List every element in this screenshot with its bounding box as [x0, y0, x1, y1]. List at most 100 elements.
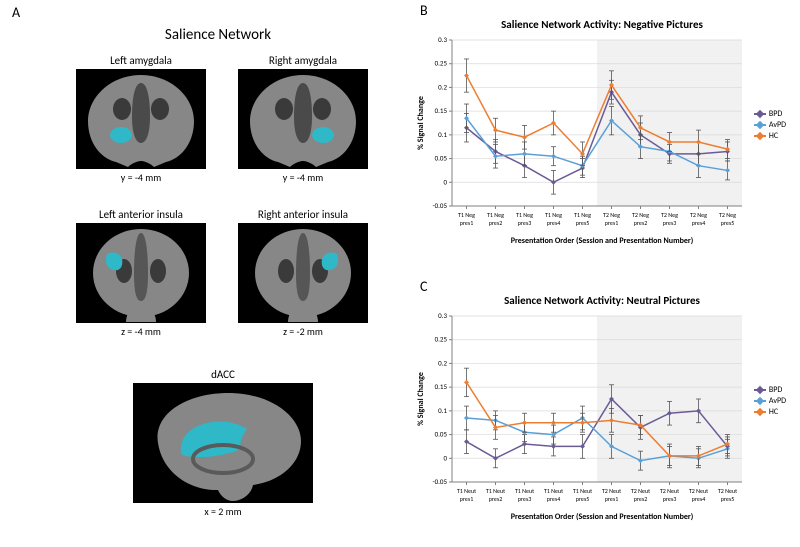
svg-text:T1 Neg: T1 Neg — [487, 211, 504, 219]
svg-text:T1 Neut: T1 Neut — [544, 487, 563, 495]
svg-text:pres4: pres4 — [547, 495, 561, 503]
svg-text:0.05: 0.05 — [435, 430, 448, 439]
legend-item: AvPD — [754, 120, 786, 130]
legend-label: AvPD — [769, 396, 786, 406]
legend-item: AvPD — [754, 396, 786, 406]
svg-text:T1 Neg: T1 Neg — [516, 211, 533, 219]
chart-title: Salience Network Activity: Negative Pict… — [418, 18, 786, 31]
svg-text:0: 0 — [443, 453, 447, 462]
svg-text:pres4: pres4 — [547, 219, 561, 227]
panel-label-c: C — [420, 278, 427, 295]
region-label: Right anterior insula — [228, 208, 378, 221]
legend-swatch — [754, 389, 766, 391]
chart-title: Salience Network Activity: Neutral Pictu… — [418, 294, 786, 307]
svg-text:pres2: pres2 — [489, 495, 503, 503]
brain-left-insula: Left anterior insula z = -4 mm — [66, 208, 216, 338]
coord-label: x = 2 mm — [128, 505, 318, 518]
chart-svg: -0.0500.050.10.150.20.250.3T1 Negpres1T1… — [418, 34, 748, 244]
svg-text:0.3: 0.3 — [438, 311, 447, 320]
legend-item: BPD — [754, 385, 786, 395]
brain-right-insula: Right anterior insula z = -2 mm — [228, 208, 378, 338]
svg-text:0.3: 0.3 — [438, 35, 447, 44]
svg-text:0.25: 0.25 — [435, 59, 448, 68]
svg-text:pres3: pres3 — [663, 219, 677, 227]
svg-text:pres1: pres1 — [605, 219, 619, 227]
svg-text:0.05: 0.05 — [435, 154, 448, 163]
svg-text:pres3: pres3 — [663, 495, 677, 503]
legend-label: HC — [769, 407, 778, 417]
svg-text:T2 Neut: T2 Neut — [660, 487, 679, 495]
brain-axial-svg — [76, 223, 206, 323]
chart-negative: Salience Network Activity: Negative Pict… — [418, 18, 786, 258]
svg-text:pres2: pres2 — [634, 219, 648, 227]
legend-item: BPD — [754, 109, 786, 119]
chart-legend: BPDAvPDHC — [754, 384, 786, 418]
svg-text:0.25: 0.25 — [435, 335, 448, 344]
coord-label: z = -4 mm — [66, 325, 216, 338]
coord-label: z = -2 mm — [228, 325, 378, 338]
legend-swatch — [754, 124, 766, 126]
legend-label: HC — [769, 131, 778, 141]
svg-text:T1 Neut: T1 Neut — [457, 487, 476, 495]
coord-label: y = -4 mm — [228, 171, 378, 184]
legend-swatch — [754, 135, 766, 137]
panel-label-b: B — [420, 2, 428, 19]
svg-text:T1 Neut: T1 Neut — [573, 487, 592, 495]
svg-text:pres1: pres1 — [605, 495, 619, 503]
svg-text:pres3: pres3 — [518, 495, 532, 503]
x-axis-label: Presentation Order (Session and Presenta… — [418, 236, 786, 246]
legend-item: HC — [754, 131, 786, 141]
region-label: Left amygdala — [66, 54, 216, 67]
svg-text:T1 Neg: T1 Neg — [545, 211, 562, 219]
panel-a: Salience Network Left amygdala y = -4 mm… — [28, 8, 408, 538]
svg-text:pres2: pres2 — [634, 495, 648, 503]
svg-text:-0.05: -0.05 — [432, 201, 447, 210]
legend-item: HC — [754, 407, 786, 417]
region-label: Left anterior insula — [66, 208, 216, 221]
coord-label: y = -4 mm — [66, 171, 216, 184]
svg-text:T1 Neg: T1 Neg — [458, 211, 475, 219]
legend-label: BPD — [769, 385, 782, 395]
svg-text:pres2: pres2 — [489, 219, 503, 227]
brain-dacc: dACC x = 2 mm — [128, 368, 318, 518]
svg-text:0.15: 0.15 — [435, 382, 448, 391]
y-axis-label: % Signal Change — [416, 96, 426, 150]
region-label: dACC — [128, 368, 318, 381]
svg-text:T2 Neut: T2 Neut — [631, 487, 650, 495]
panel-label-a: A — [12, 4, 20, 21]
svg-text:pres1: pres1 — [460, 495, 474, 503]
svg-text:pres5: pres5 — [576, 495, 590, 503]
svg-text:pres5: pres5 — [721, 219, 735, 227]
svg-text:T2 Neg: T2 Neg — [719, 211, 736, 219]
svg-text:T2 Neg: T2 Neg — [690, 211, 707, 219]
brain-coronal-svg — [76, 69, 206, 169]
svg-text:0.1: 0.1 — [438, 406, 447, 415]
svg-text:T1 Neut: T1 Neut — [515, 487, 534, 495]
y-axis-label: % Signal Change — [416, 372, 426, 426]
brain-axial-svg — [238, 223, 368, 323]
panel-a-title: Salience Network — [28, 26, 408, 44]
svg-text:pres5: pres5 — [576, 219, 590, 227]
legend-swatch — [754, 411, 766, 413]
svg-text:T2 Neg: T2 Neg — [603, 211, 620, 219]
region-label: Right amygdala — [228, 54, 378, 67]
chart-legend: BPDAvPDHC — [754, 108, 786, 142]
svg-text:T2 Neut: T2 Neut — [602, 487, 621, 495]
svg-text:pres4: pres4 — [692, 219, 706, 227]
legend-label: BPD — [769, 109, 782, 119]
legend-label: AvPD — [769, 120, 786, 130]
svg-text:T2 Neut: T2 Neut — [718, 487, 737, 495]
chart-neutral: Salience Network Activity: Neutral Pictu… — [418, 294, 786, 534]
svg-text:0.15: 0.15 — [435, 106, 448, 115]
svg-text:pres4: pres4 — [692, 495, 706, 503]
svg-text:pres3: pres3 — [518, 219, 532, 227]
brain-sagittal-svg — [133, 383, 313, 503]
svg-text:T2 Neut: T2 Neut — [689, 487, 708, 495]
legend-swatch — [754, 113, 766, 115]
brain-coronal-svg — [238, 69, 368, 169]
svg-text:0: 0 — [443, 177, 447, 186]
svg-text:pres1: pres1 — [460, 219, 474, 227]
svg-text:-0.05: -0.05 — [432, 477, 447, 486]
x-axis-label: Presentation Order (Session and Presenta… — [418, 512, 786, 522]
brain-left-amygdala: Left amygdala y = -4 mm — [66, 54, 216, 184]
